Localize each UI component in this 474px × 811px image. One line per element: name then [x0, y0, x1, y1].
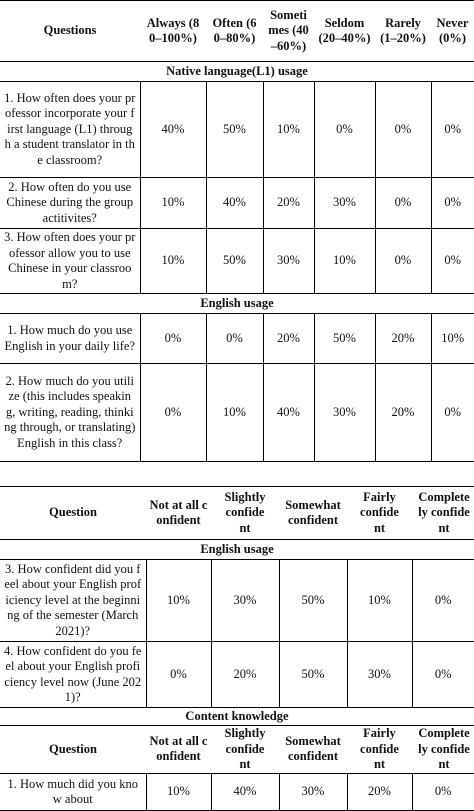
- value-cell: 40%: [139, 81, 206, 178]
- value-cell: 0%: [139, 313, 206, 364]
- confidence-table: Question Not at all confident Slightly c…: [0, 486, 474, 811]
- value-cell: 50%: [205, 228, 263, 294]
- section-title: English usage: [0, 293, 474, 314]
- value-cell: 30%: [278, 773, 347, 811]
- question-cell: 1. How much did you know about: [0, 773, 146, 811]
- table-row: 4. How confident do you feel about your …: [0, 641, 474, 708]
- value-cell: 10%: [205, 363, 263, 462]
- header-question: Question: [0, 486, 146, 540]
- value-cell: 20%: [262, 177, 314, 229]
- header-not-at-all-confident: Not at all confident: [146, 725, 211, 774]
- value-cell: 50%: [278, 559, 347, 642]
- header-never: Never (0%): [431, 0, 474, 62]
- value-cell: 0%: [411, 773, 474, 811]
- header-rarely: Rarely (1–20%): [375, 0, 431, 62]
- table-row: 3. How often does your professor allow y…: [0, 228, 474, 294]
- table-row: 1. How often does your professor incorpo…: [0, 81, 474, 178]
- section-title: Content knowledge: [0, 707, 474, 726]
- question-cell: 2. How much do you utilize (this include…: [0, 363, 140, 462]
- header-always: Always (80–100%): [140, 0, 206, 62]
- value-cell: 50%: [205, 81, 263, 178]
- value-cell: 0%: [313, 81, 375, 178]
- value-cell: 30%: [313, 363, 375, 462]
- table-row: 2. How often do you use Chinese during t…: [0, 177, 474, 229]
- table-row: 1. How much do you use English in your d…: [0, 313, 474, 364]
- value-cell: 30%: [210, 559, 279, 642]
- value-cell: 0%: [430, 177, 474, 229]
- value-cell: 50%: [278, 641, 347, 708]
- header-seldom: Seldom (20–40%): [314, 0, 375, 62]
- value-cell: 0%: [139, 363, 206, 462]
- header-slightly-confident: Slightly confident: [211, 725, 279, 774]
- question-cell: 4. How confident do you feel about your …: [0, 641, 146, 708]
- value-cell: 20%: [374, 313, 431, 364]
- question-cell: 1. How often does your professor incorpo…: [0, 81, 140, 178]
- question-cell: 3. How often does your professor allow y…: [0, 228, 140, 294]
- header-not-at-all-confident: Not at all confident: [146, 486, 211, 540]
- value-cell: 40%: [205, 177, 263, 229]
- value-cell: 0%: [411, 559, 474, 642]
- value-cell: 0%: [374, 228, 431, 294]
- value-cell: 0%: [411, 641, 474, 708]
- header-slightly-confident: Slightly confident: [211, 486, 279, 540]
- frequency-table: Questions Always (80–100%) Often (60–80%…: [0, 0, 474, 462]
- header-somewhat-confident: Somewhat confident: [279, 725, 347, 774]
- value-cell: 10%: [262, 81, 314, 178]
- value-cell: 0%: [205, 313, 263, 364]
- value-cell: 0%: [145, 641, 211, 708]
- value-cell: 20%: [210, 641, 279, 708]
- value-cell: 20%: [346, 773, 412, 811]
- header-fairly-confident: Fairly confident: [347, 725, 412, 774]
- value-cell: 10%: [145, 559, 211, 642]
- header-questions: Questions: [0, 0, 140, 62]
- value-cell: 0%: [374, 81, 431, 178]
- value-cell: 10%: [139, 177, 206, 229]
- value-cell: 10%: [145, 773, 211, 811]
- table-row: 3. How confident did you feel about your…: [0, 559, 474, 642]
- value-cell: 30%: [313, 177, 375, 229]
- value-cell: 10%: [346, 559, 412, 642]
- header-often: Often (60–80%): [206, 0, 263, 62]
- value-cell: 40%: [210, 773, 279, 811]
- header-somewhat-confident: Somewhat confident: [279, 486, 347, 540]
- header-completely-confident: Completely confident: [412, 725, 474, 774]
- header-sometimes: Sometimes (40–60%): [263, 0, 314, 62]
- question-cell: 1. How much do you use English in your d…: [0, 313, 140, 364]
- question-cell: 3. How confident did you feel about your…: [0, 559, 146, 642]
- table-row: 1. How much did you know about 10% 40% 3…: [0, 773, 474, 811]
- value-cell: 30%: [346, 641, 412, 708]
- value-cell: 40%: [262, 363, 314, 462]
- value-cell: 0%: [430, 81, 474, 178]
- header-completely-confident: Completely confident: [412, 486, 474, 540]
- table-row: 2. How much do you utilize (this include…: [0, 363, 474, 462]
- value-cell: 30%: [262, 228, 314, 294]
- value-cell: 20%: [262, 313, 314, 364]
- header-question: Question: [0, 725, 146, 774]
- question-cell: 2. How often do you use Chinese during t…: [0, 177, 140, 229]
- value-cell: 0%: [430, 363, 474, 462]
- value-cell: 10%: [430, 313, 474, 364]
- section-title: English usage: [0, 539, 474, 560]
- section-title: Native language(L1) usage: [0, 61, 474, 82]
- value-cell: 20%: [374, 363, 431, 462]
- value-cell: 50%: [313, 313, 375, 364]
- value-cell: 0%: [374, 177, 431, 229]
- value-cell: 0%: [430, 228, 474, 294]
- value-cell: 10%: [139, 228, 206, 294]
- header-fairly-confident: Fairly confident: [347, 486, 412, 540]
- value-cell: 10%: [313, 228, 375, 294]
